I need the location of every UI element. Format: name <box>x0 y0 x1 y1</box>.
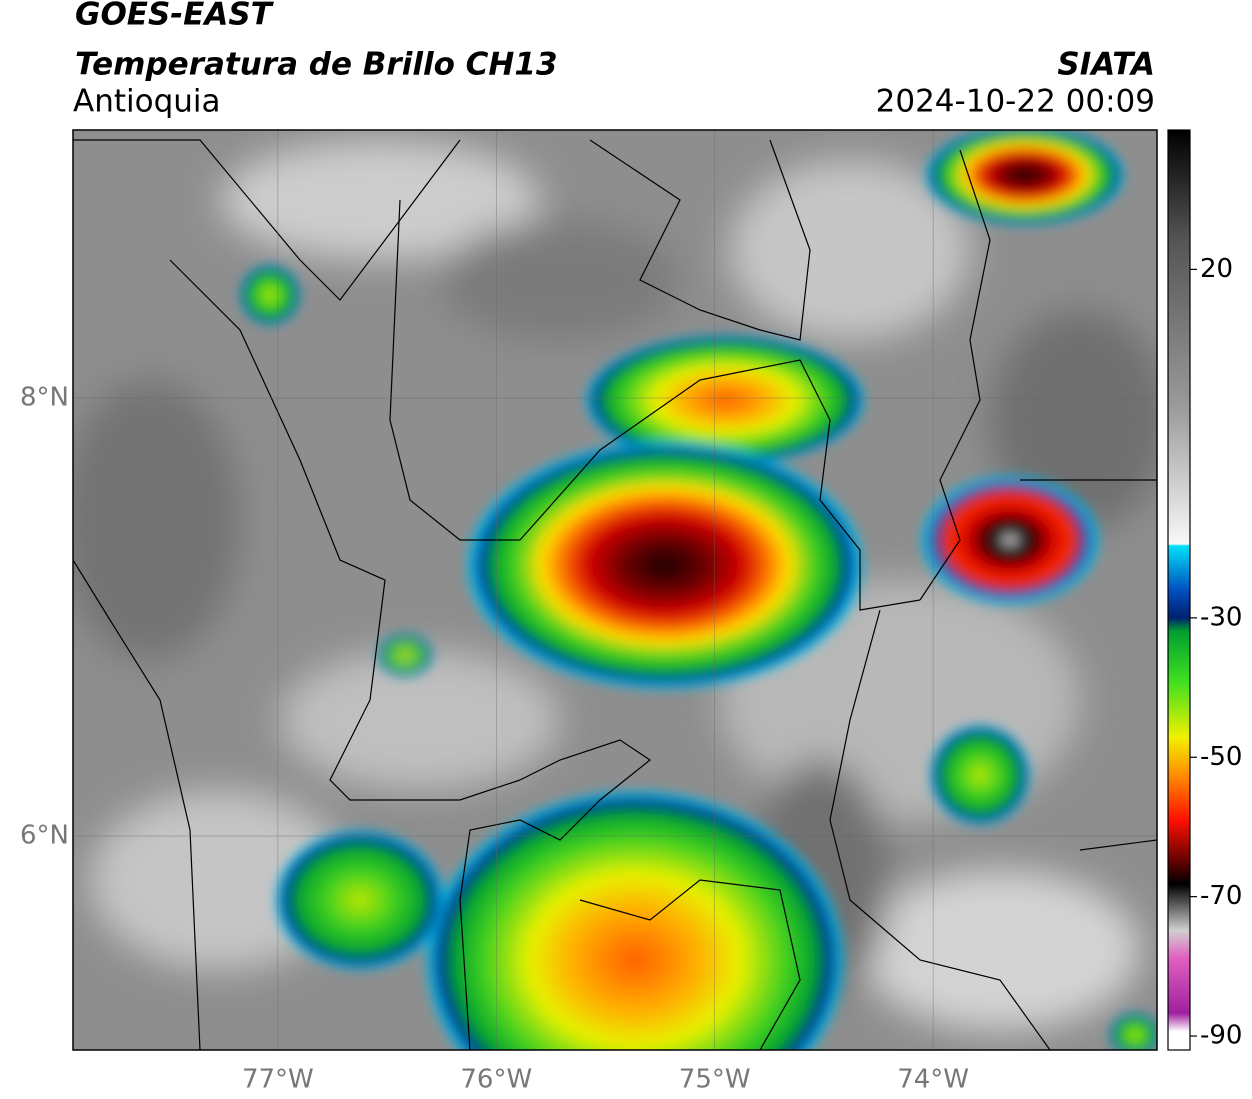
x-tick-label: 77°W <box>242 1065 314 1095</box>
colorbar-tick-label: 20 <box>1200 254 1233 284</box>
colorbar-tick-label: -70 <box>1200 881 1242 911</box>
colorbar <box>1167 129 1191 1051</box>
y-tick-label: 6°N <box>20 821 69 851</box>
source-label: SIATA <box>1057 47 1155 83</box>
datetime-label: 2024-10-22 00:09 <box>876 84 1155 120</box>
colorbar-tick-label: -90 <box>1200 1021 1242 1051</box>
colorbar-tick-label: -30 <box>1200 602 1242 632</box>
map-frame <box>72 129 1158 1051</box>
product-title: Temperatura de Brillo CH13 <box>75 47 558 83</box>
colorbar-tick-label: -50 <box>1200 742 1242 772</box>
x-tick-label: 76°W <box>460 1065 532 1095</box>
satellite-image <box>73 130 1157 1050</box>
borders <box>73 139 1157 1050</box>
satellite-title: GOES-EAST <box>75 0 275 33</box>
x-tick-label: 75°W <box>679 1065 751 1095</box>
x-tick-label: 74°W <box>897 1065 969 1095</box>
y-tick-label: 8°N <box>20 383 69 413</box>
region-label: Antioquia <box>73 84 221 120</box>
